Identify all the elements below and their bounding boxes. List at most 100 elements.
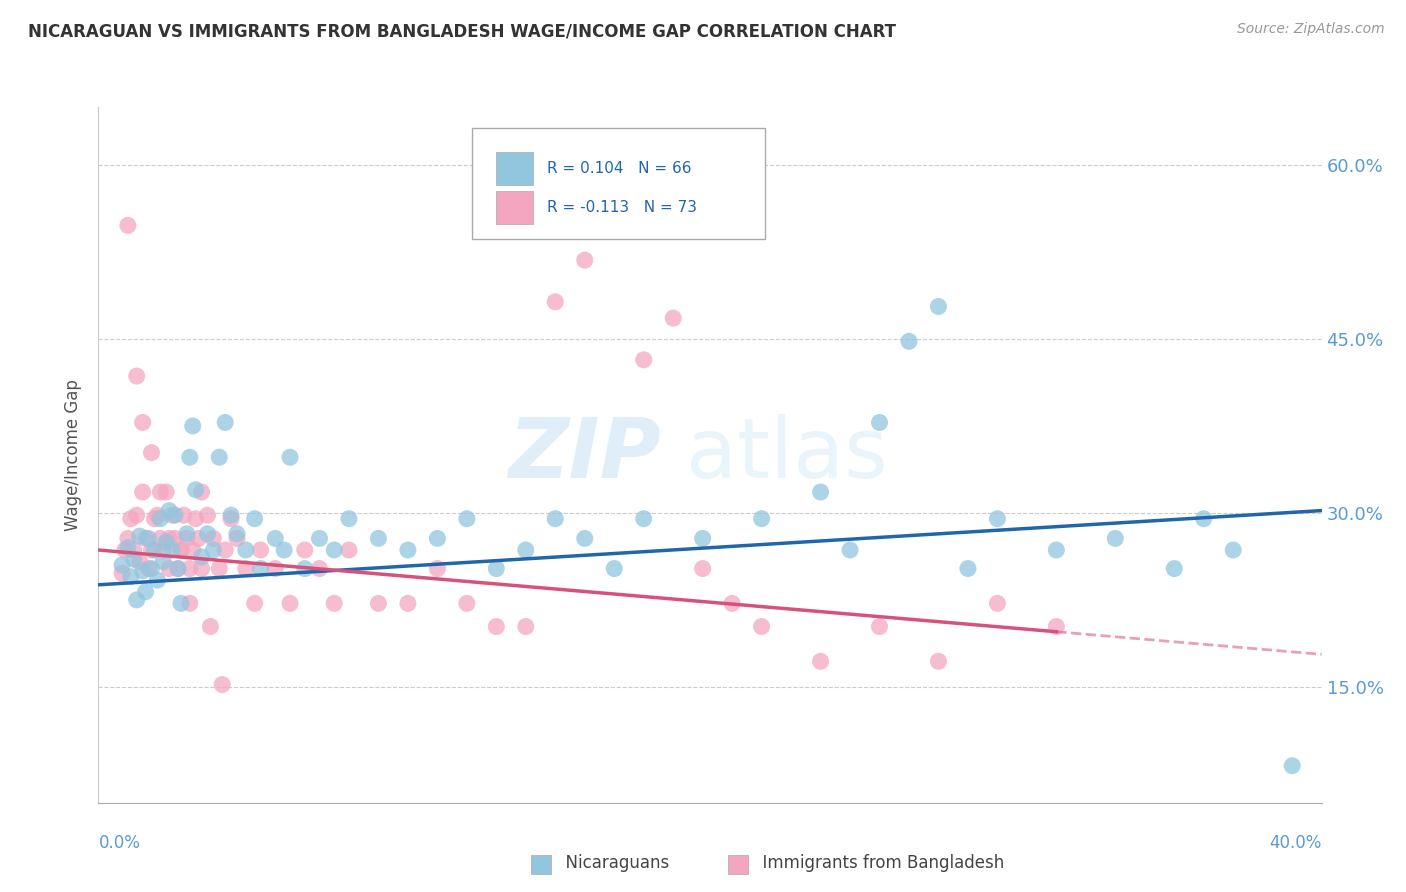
Point bbox=[120, 570, 142, 584]
Point bbox=[187, 532, 209, 546]
Point bbox=[249, 543, 271, 558]
Point bbox=[141, 561, 163, 575]
Point bbox=[898, 334, 921, 349]
Text: Source: ZipAtlas.com: Source: ZipAtlas.com bbox=[1237, 22, 1385, 37]
Point bbox=[264, 561, 287, 575]
Text: ZIP: ZIP bbox=[509, 415, 661, 495]
Point bbox=[1222, 543, 1244, 558]
Point bbox=[603, 219, 626, 233]
Point bbox=[839, 543, 862, 558]
Point bbox=[243, 596, 266, 610]
Point bbox=[927, 654, 949, 668]
Point bbox=[956, 561, 979, 575]
Point bbox=[146, 573, 169, 587]
Point bbox=[692, 532, 714, 546]
Point bbox=[176, 532, 198, 546]
Point bbox=[167, 561, 190, 575]
Point bbox=[308, 532, 330, 546]
Point bbox=[143, 543, 166, 558]
Point bbox=[1104, 532, 1126, 546]
Point bbox=[125, 508, 148, 523]
Point bbox=[165, 508, 187, 523]
Text: R = -0.113   N = 73: R = -0.113 N = 73 bbox=[547, 200, 697, 215]
Point bbox=[544, 511, 567, 525]
Point bbox=[170, 596, 193, 610]
Text: Immigrants from Bangladesh: Immigrants from Bangladesh bbox=[752, 855, 1004, 872]
Point bbox=[125, 369, 148, 384]
Point bbox=[927, 300, 949, 314]
Point bbox=[135, 584, 157, 599]
Y-axis label: Wage/Income Gap: Wage/Income Gap bbox=[65, 379, 83, 531]
Point bbox=[149, 485, 172, 500]
Point bbox=[143, 511, 166, 525]
Point bbox=[111, 566, 134, 581]
Text: Nicaraguans: Nicaraguans bbox=[555, 855, 669, 872]
Point bbox=[202, 543, 225, 558]
Point bbox=[574, 532, 596, 546]
Point bbox=[146, 508, 169, 523]
FancyBboxPatch shape bbox=[496, 191, 533, 224]
FancyBboxPatch shape bbox=[471, 128, 765, 239]
Point bbox=[190, 561, 212, 575]
Point bbox=[155, 485, 177, 500]
Point bbox=[751, 511, 773, 525]
Point bbox=[155, 534, 177, 549]
Point bbox=[273, 543, 295, 558]
Point bbox=[211, 677, 233, 691]
Point bbox=[111, 558, 134, 573]
Point bbox=[869, 619, 891, 633]
Point bbox=[603, 561, 626, 575]
Point bbox=[122, 543, 145, 558]
Point bbox=[692, 561, 714, 575]
Point bbox=[323, 596, 346, 610]
Point bbox=[170, 543, 193, 558]
Point bbox=[243, 511, 266, 525]
Point bbox=[160, 543, 183, 558]
Point bbox=[574, 253, 596, 268]
Text: NICARAGUAN VS IMMIGRANTS FROM BANGLADESH WAGE/INCOME GAP CORRELATION CHART: NICARAGUAN VS IMMIGRANTS FROM BANGLADESH… bbox=[28, 22, 896, 40]
Point bbox=[170, 543, 193, 558]
Point bbox=[149, 511, 172, 525]
Text: 0.0%: 0.0% bbox=[98, 834, 141, 852]
Point bbox=[152, 543, 174, 558]
Point bbox=[202, 532, 225, 546]
Point bbox=[141, 445, 163, 459]
Point bbox=[226, 532, 249, 546]
Point bbox=[165, 532, 187, 546]
Point bbox=[131, 564, 153, 578]
Point bbox=[219, 511, 242, 525]
Point bbox=[1281, 758, 1303, 772]
Point bbox=[214, 416, 236, 430]
Point bbox=[337, 511, 360, 525]
Point bbox=[515, 619, 537, 633]
Point bbox=[149, 532, 172, 546]
Point bbox=[633, 352, 655, 367]
Point bbox=[179, 596, 201, 610]
Point bbox=[138, 532, 160, 546]
Point bbox=[120, 511, 142, 525]
Point bbox=[367, 596, 389, 610]
Point bbox=[986, 511, 1008, 525]
Text: R = 0.104   N = 66: R = 0.104 N = 66 bbox=[547, 161, 692, 176]
Point bbox=[131, 416, 153, 430]
Point bbox=[214, 543, 236, 558]
Point bbox=[1045, 619, 1067, 633]
Point bbox=[190, 485, 212, 500]
Point bbox=[721, 596, 744, 610]
Point bbox=[117, 219, 139, 233]
Point bbox=[633, 511, 655, 525]
Point bbox=[869, 416, 891, 430]
Point bbox=[396, 596, 419, 610]
FancyBboxPatch shape bbox=[496, 152, 533, 185]
Point bbox=[197, 508, 219, 523]
Point bbox=[176, 526, 198, 541]
Point bbox=[396, 543, 419, 558]
Point bbox=[179, 561, 201, 575]
Point bbox=[173, 508, 195, 523]
Point bbox=[662, 311, 685, 326]
Point bbox=[200, 619, 222, 633]
Point bbox=[226, 526, 249, 541]
Point bbox=[190, 549, 212, 564]
Point bbox=[308, 561, 330, 575]
Point bbox=[157, 561, 180, 575]
